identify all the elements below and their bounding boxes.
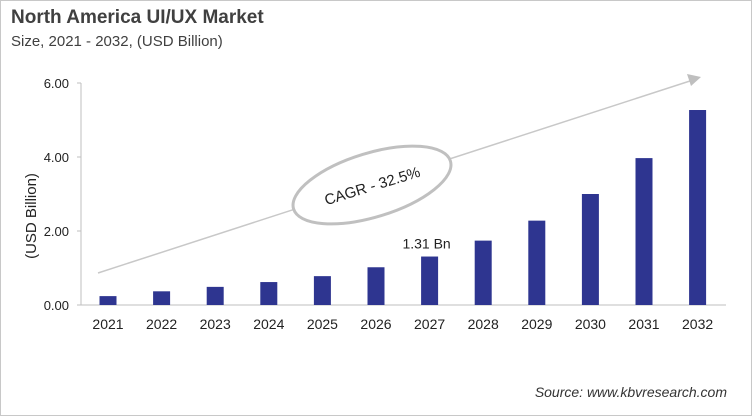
bar-2028 <box>474 240 492 305</box>
bar-2031 <box>635 158 653 305</box>
x-tick-label: 2025 <box>307 316 338 332</box>
x-tick-label: 2023 <box>200 316 231 332</box>
bar-2030 <box>581 194 599 305</box>
source-note: Source: www.kbvresearch.com <box>534 384 727 400</box>
x-tick-label: 2030 <box>575 316 606 332</box>
y-tick-label: 2.00 <box>44 224 69 239</box>
x-tick-label: 2026 <box>360 316 391 332</box>
bar-2025 <box>313 276 331 305</box>
bar-2029 <box>528 220 546 305</box>
bar-2026 <box>367 267 385 305</box>
bar-2027 <box>421 256 439 305</box>
y-tick-label: 0.00 <box>44 298 69 313</box>
bar-2024 <box>260 282 278 305</box>
chart-subtitle: Size, 2021 - 2032, (USD Billion) <box>11 33 223 50</box>
x-tick-label: 2031 <box>628 316 659 332</box>
y-axis-label: (USD Billion) <box>23 173 40 259</box>
x-tick-label: 2032 <box>682 316 713 332</box>
bar-2021 <box>99 296 117 305</box>
data-label-2027: 1.31 Bn <box>402 236 450 252</box>
x-tick-label: 2021 <box>92 316 123 332</box>
cagr-annotation: CAGR - 32.5% <box>291 144 453 226</box>
y-tick-label: 4.00 <box>44 150 69 165</box>
y-tick-label: 6.00 <box>44 76 69 91</box>
x-tick-label: 2027 <box>414 316 445 332</box>
x-tick-label: 2028 <box>468 316 499 332</box>
x-tick-label: 2029 <box>521 316 552 332</box>
x-tick-label: 2022 <box>146 316 177 332</box>
bar-2032 <box>689 110 707 305</box>
bar-2023 <box>206 286 224 305</box>
bar-2022 <box>153 291 171 305</box>
chart-title: North America UI/UX Market <box>11 7 264 28</box>
x-tick-label: 2024 <box>253 316 284 332</box>
